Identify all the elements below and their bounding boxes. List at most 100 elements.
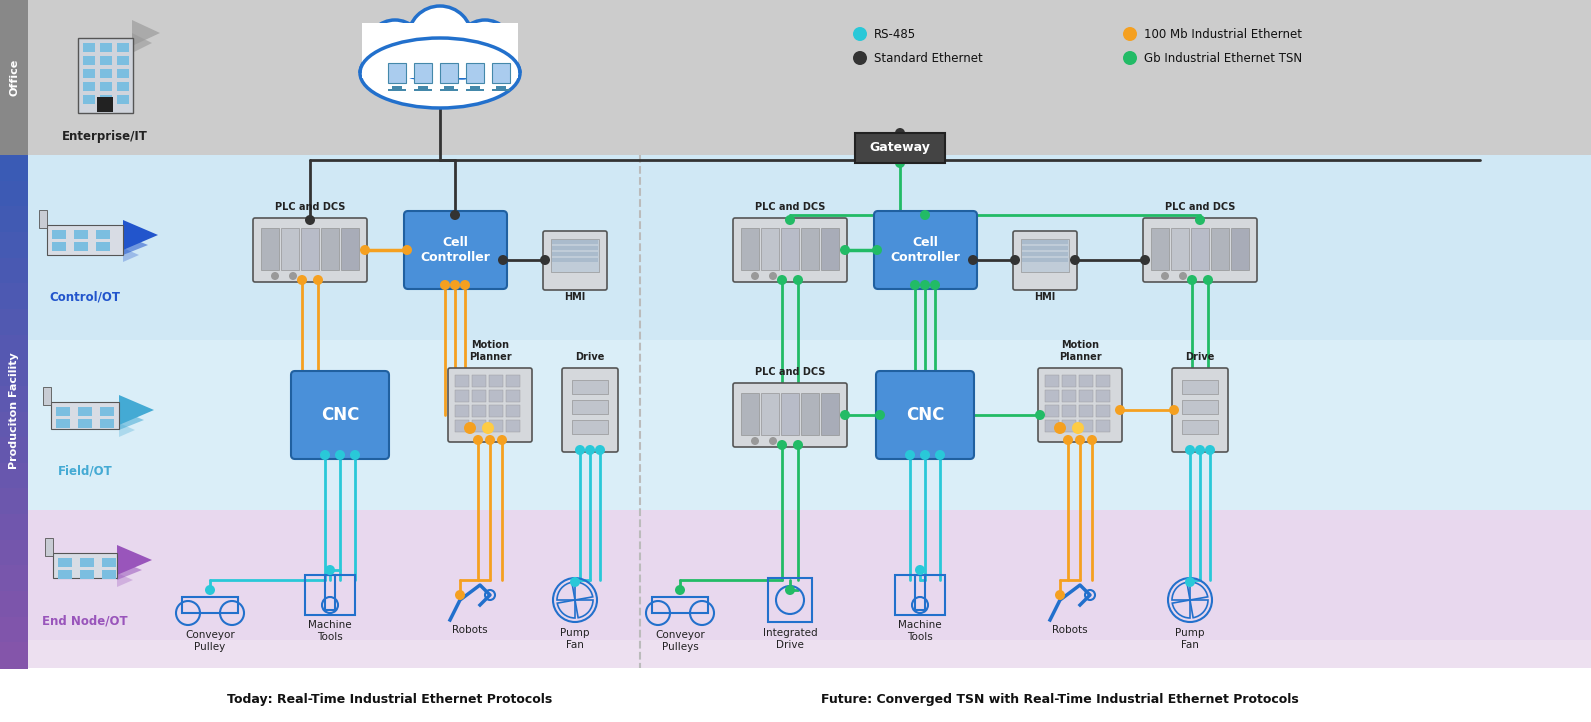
Text: End Node/OT: End Node/OT: [43, 615, 127, 628]
Polygon shape: [118, 573, 134, 587]
Bar: [506, 420, 520, 432]
Bar: [78, 38, 134, 113]
Bar: [0, 258, 29, 284]
Text: Gateway: Gateway: [870, 142, 931, 155]
Bar: [1211, 228, 1228, 270]
FancyBboxPatch shape: [733, 383, 846, 447]
Bar: [1063, 405, 1076, 417]
Circle shape: [460, 280, 469, 290]
Bar: [0, 309, 29, 336]
Circle shape: [1071, 255, 1080, 265]
Circle shape: [853, 51, 867, 65]
Circle shape: [585, 445, 595, 455]
Bar: [488, 420, 503, 432]
Bar: [0, 510, 1591, 640]
Bar: [800, 228, 819, 270]
Text: Office: Office: [10, 58, 19, 95]
Polygon shape: [118, 545, 153, 575]
Bar: [301, 228, 320, 270]
Bar: [391, 86, 403, 90]
Text: RS-485: RS-485: [873, 27, 916, 40]
Bar: [1063, 390, 1076, 402]
Circle shape: [270, 272, 278, 280]
Bar: [760, 393, 780, 435]
Bar: [0, 412, 29, 438]
Bar: [1182, 420, 1219, 434]
Bar: [1021, 252, 1068, 256]
Bar: [0, 540, 29, 566]
Bar: [1171, 228, 1188, 270]
Text: PLC and DCS: PLC and DCS: [275, 202, 345, 212]
Bar: [741, 393, 759, 435]
Bar: [1021, 240, 1068, 244]
Bar: [1045, 375, 1060, 387]
Text: Enterprise/IT: Enterprise/IT: [62, 130, 148, 143]
Circle shape: [1010, 255, 1020, 265]
Bar: [768, 578, 811, 622]
Bar: [473, 375, 485, 387]
Bar: [741, 228, 759, 270]
Circle shape: [465, 422, 476, 434]
Circle shape: [751, 272, 759, 280]
Circle shape: [915, 565, 924, 575]
Bar: [0, 463, 29, 490]
Circle shape: [1204, 445, 1216, 455]
Bar: [1045, 420, 1060, 432]
Bar: [473, 390, 485, 402]
Bar: [854, 133, 945, 163]
Polygon shape: [119, 423, 135, 437]
Circle shape: [1169, 405, 1179, 415]
Text: Cell
Controller: Cell Controller: [889, 236, 959, 264]
Bar: [78, 407, 92, 416]
Bar: [506, 405, 520, 417]
Text: Conveyor
Pulleys: Conveyor Pulleys: [655, 630, 705, 651]
Bar: [492, 89, 511, 91]
Bar: [455, 390, 469, 402]
Bar: [550, 239, 598, 272]
Bar: [75, 242, 88, 251]
Circle shape: [1115, 405, 1125, 415]
Bar: [821, 393, 838, 435]
Bar: [0, 206, 29, 233]
FancyBboxPatch shape: [543, 231, 608, 290]
Bar: [469, 86, 480, 90]
Circle shape: [570, 577, 581, 587]
Circle shape: [396, 34, 441, 78]
Bar: [652, 597, 708, 613]
Circle shape: [574, 445, 585, 455]
Bar: [573, 420, 608, 434]
Bar: [455, 405, 469, 417]
Text: Gb Industrial Ethernet TSN: Gb Industrial Ethernet TSN: [1144, 51, 1301, 64]
Bar: [488, 390, 503, 402]
Circle shape: [931, 280, 940, 290]
Circle shape: [205, 585, 215, 595]
Bar: [321, 228, 339, 270]
Bar: [418, 86, 428, 90]
Circle shape: [485, 435, 495, 445]
Bar: [53, 230, 65, 239]
Text: HMI: HMI: [1034, 292, 1055, 302]
Circle shape: [1195, 215, 1204, 225]
Polygon shape: [132, 33, 153, 53]
Bar: [0, 386, 29, 412]
FancyBboxPatch shape: [449, 368, 531, 442]
Bar: [0, 0, 29, 155]
Text: PLC and DCS: PLC and DCS: [754, 202, 826, 212]
Text: Future: Converged TSN with Real-Time Industrial Ethernet Protocols: Future: Converged TSN with Real-Time Ind…: [821, 694, 1298, 707]
Bar: [40, 210, 48, 228]
Polygon shape: [123, 220, 158, 250]
Bar: [1231, 228, 1249, 270]
Bar: [48, 225, 123, 255]
Polygon shape: [118, 560, 142, 580]
Circle shape: [496, 435, 508, 445]
Text: Drive: Drive: [1185, 352, 1214, 362]
Circle shape: [320, 450, 329, 460]
Circle shape: [1141, 255, 1150, 265]
Circle shape: [1036, 410, 1045, 420]
Text: Produciton Facility: Produciton Facility: [10, 352, 19, 469]
Circle shape: [896, 128, 905, 138]
FancyBboxPatch shape: [404, 211, 508, 289]
Ellipse shape: [360, 38, 520, 108]
Bar: [1079, 420, 1093, 432]
Circle shape: [450, 280, 460, 290]
